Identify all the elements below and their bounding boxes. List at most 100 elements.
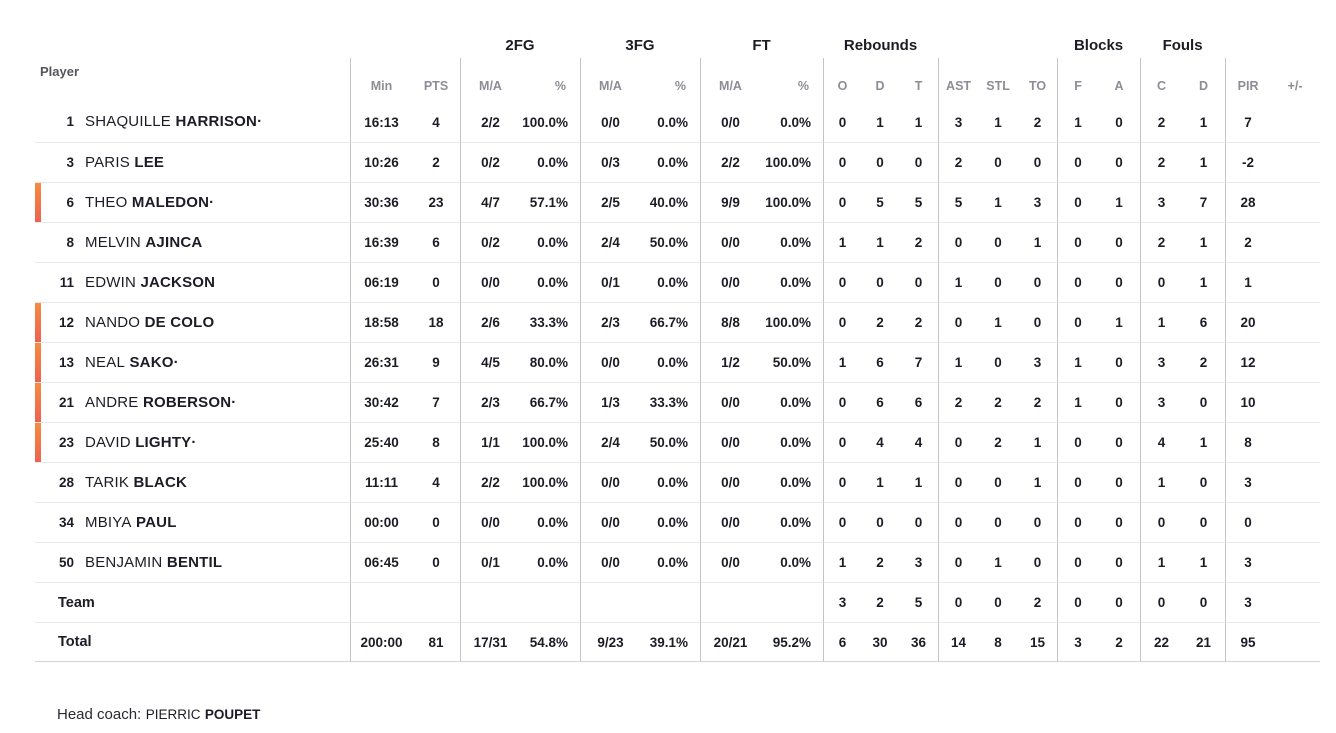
stat-reb_d: 1 [876,114,884,130]
stat-foul_d: 1 [1182,142,1226,182]
player-last-name: LIGHTY [135,433,192,451]
stat-ast: 0 [938,462,979,502]
stat-pts: 6 [412,222,460,262]
stat-pir: 7 [1225,102,1270,142]
stat-foul_d: 21 [1182,622,1226,662]
stat-blk_a: 0 [1098,582,1141,622]
stat-pir: 8 [1225,422,1271,462]
stat-reb_t: 2 [899,302,939,342]
player-first-name: MELVIN [85,233,141,251]
column-header-fg2_ma: M/A [460,58,520,102]
stat-fg3_ma: 0/3 [580,142,640,182]
stat-reb_t: 0 [899,502,939,542]
player-first-name: DAVID [85,433,131,451]
stat-reb_o: 3 [823,582,862,622]
stat-reb_d: 6 [861,342,900,382]
stat-stl: 0 [978,222,1019,262]
stat-reb_t: 1 [899,462,939,502]
player-row: 1 SHAQUILLE HARRISON· 16:13 4 2/2 100.0% 0/0 0.… [35,102,1320,142]
stat-fg2_ma: 0/0 [460,502,520,542]
column-header-ast: AST [938,58,978,102]
column-header-blk_f: F [1057,58,1098,102]
player-row: 3 PARIS LEE 10:26 2 0/2 0.0% 0/3 0.0% 2/2 100.0% 0… [35,142,1321,182]
player-cell[interactable]: 8 MELVIN AJINCA [35,222,350,262]
stat-fg2_pct: 0.0% [520,542,580,582]
player-cell[interactable]: 21 ANDRE ROBERSON· [35,382,350,422]
player-number: 6 [66,194,74,210]
stat-stl: 2 [978,422,1019,462]
stat-reb_d: 1 [861,222,900,262]
player-last-name: BLACK [133,473,188,491]
stat-foul_c: 0 [1140,262,1183,302]
stat-fg3_pct: 0.0% [640,142,700,182]
player-cell[interactable]: 3 PARIS LEE [35,142,350,182]
player-cell[interactable]: 11 EDWIN JACKSON [35,262,350,302]
player-cell[interactable]: 12 NANDO DE COLO [35,302,350,342]
stat-fg2_pct: 80.0% [520,342,580,382]
stat-blk_f: 0 [1057,302,1099,342]
stat-reb_t: 1 [914,114,923,130]
stat-pm [1270,342,1321,382]
stat-fg2_ma [460,582,520,622]
stat-foul_d: 1 [1199,114,1208,130]
stat-pts: 2 [412,142,460,182]
stat-group-header [350,30,460,58]
player-last-name: LEE [134,153,165,171]
player-cell[interactable]: 1 SHAQUILLE HARRISON· [35,102,350,142]
player-last-name: DE COLO [144,313,215,331]
player-cell[interactable]: 34 MBIYA PAUL [35,502,350,542]
player-row: 34 MBIYA PAUL 00:00 0 0/0 0.0% 0/0 0.0% 0/0 0.0% 0… [35,502,1321,542]
stat-to: 0 [1018,262,1058,302]
stat-fg3_ma [580,582,640,622]
player-row: 13 NEAL SAKO· 26:31 9 4/5 80.0% 0/0 0.0% 1/2 50.0… [35,342,1321,382]
stat-ft_ma: 9/9 [700,182,760,222]
stat-fg2_ma: 4/5 [460,342,520,382]
player-cell[interactable]: 50 BENJAMIN BENTIL [35,542,350,582]
player-cell[interactable]: 13 NEAL SAKO· [35,342,350,382]
column-header-min: Min [350,58,412,102]
stat-ft_ma: 0/0 [700,502,760,542]
stat-reb_o: 1 [823,342,862,382]
stat-fg3_ma: 0/0 [580,502,640,542]
stat-min: 06:19 [350,262,412,302]
stat-ast: 0 [938,502,979,542]
stat-blk_a: 0 [1098,142,1141,182]
player-row: 23 DAVID LIGHTY· 25:40 8 1/1 100.0% 2/4 50.0% 0/… [35,422,1321,462]
stat-to: 1 [1018,222,1058,262]
starter-dot: · [209,193,215,211]
stat-min [350,582,412,622]
stat-fg2_pct [520,582,580,622]
stat-to: 3 [1018,342,1058,382]
stat-pir: 0 [1225,502,1271,542]
player-last-name: SAKO [129,353,174,371]
column-header-reb_t: T [914,79,923,93]
stat-foul_c: 4 [1140,422,1183,462]
stat-blk_f: 0 [1057,422,1099,462]
stat-fg3_ma: 0/0 [580,102,640,142]
player-last-name: MALEDON [131,193,210,211]
player-cell[interactable]: 28 TARIK BLACK [35,462,350,502]
stat-reb_d: 2 [861,582,900,622]
stat-fg2_pct: 100.0% [520,422,580,462]
player-cell[interactable]: 6 THEO MALEDON· [35,182,350,222]
stat-reb_d: 2 [861,302,900,342]
column-header-foul_d: D [1199,79,1209,93]
stat-fg2_ma: 2/2 [460,102,520,142]
stat-min: 10:26 [350,142,412,182]
player-number: 11 [59,274,74,290]
stat-fg3_pct: 66.7% [640,302,700,342]
column-header-fg3_ma: M/A [580,58,640,102]
stat-ft_pct: 0.0% [760,462,824,502]
stat-group-header: Fouls [1162,37,1203,54]
stat-fg3_pct: 33.3% [640,382,700,422]
player-first-name: ANDRE [85,393,139,411]
stat-min: 00:00 [350,502,412,542]
stat-blk_f: 1 [1057,342,1099,382]
player-cell[interactable]: 23 DAVID LIGHTY· [35,422,350,462]
stat-ft_pct: 50.0% [760,342,824,382]
column-header-fg2_pct: % [554,79,566,93]
player-last-name: BENTIL [166,553,223,571]
stat-ast: 0 [938,542,979,582]
stat-fg2_ma: 2/6 [460,302,520,342]
